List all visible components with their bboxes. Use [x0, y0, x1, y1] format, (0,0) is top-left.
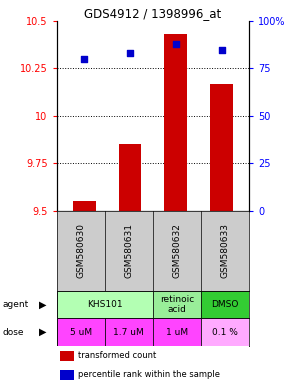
- Text: GSM580631: GSM580631: [124, 223, 133, 278]
- Bar: [201, 318, 249, 346]
- Bar: [57, 318, 105, 346]
- Bar: [201, 291, 249, 318]
- Bar: [164, 35, 187, 210]
- Text: 1.7 uM: 1.7 uM: [113, 328, 144, 337]
- Text: GSM580633: GSM580633: [221, 223, 230, 278]
- Bar: [210, 84, 233, 210]
- Text: transformed count: transformed count: [78, 351, 156, 361]
- Text: GSM580632: GSM580632: [173, 223, 182, 278]
- Text: ▶: ▶: [39, 300, 47, 310]
- Point: [82, 56, 86, 62]
- Bar: [119, 144, 142, 210]
- Bar: [72, 201, 96, 210]
- Text: 5 uM: 5 uM: [70, 328, 92, 337]
- Point: [220, 46, 224, 53]
- Text: agent: agent: [3, 300, 29, 309]
- Text: KHS101: KHS101: [87, 300, 123, 309]
- Point: [174, 41, 178, 47]
- Bar: [105, 318, 153, 346]
- Text: percentile rank within the sample: percentile rank within the sample: [78, 371, 220, 379]
- Bar: [60, 370, 74, 380]
- Bar: [57, 291, 153, 318]
- Bar: [60, 351, 74, 361]
- Bar: [153, 291, 201, 318]
- Text: GSM580630: GSM580630: [76, 223, 85, 278]
- Text: ▶: ▶: [39, 327, 47, 337]
- Title: GDS4912 / 1398996_at: GDS4912 / 1398996_at: [84, 7, 222, 20]
- Text: 1 uM: 1 uM: [166, 328, 188, 337]
- Bar: [153, 318, 201, 346]
- Text: dose: dose: [3, 328, 24, 337]
- Text: 0.1 %: 0.1 %: [212, 328, 238, 337]
- Text: DMSO: DMSO: [212, 300, 239, 309]
- Text: retinoic
acid: retinoic acid: [160, 295, 194, 314]
- Point: [128, 50, 132, 56]
